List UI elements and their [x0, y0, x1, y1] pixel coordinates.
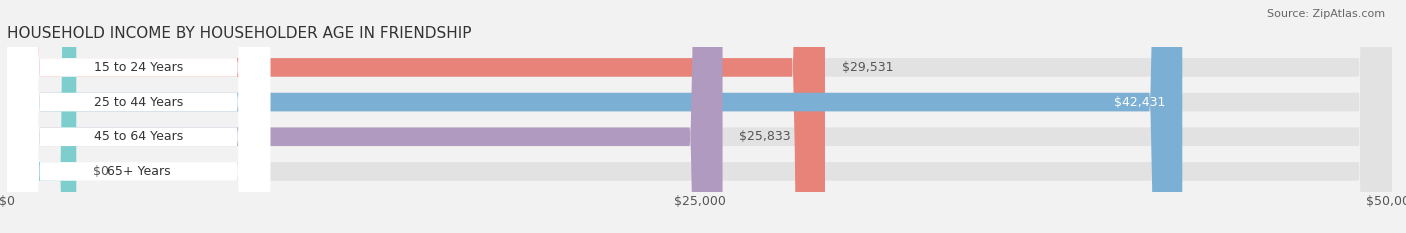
FancyBboxPatch shape	[7, 0, 270, 233]
FancyBboxPatch shape	[7, 0, 1182, 233]
FancyBboxPatch shape	[7, 0, 1392, 233]
FancyBboxPatch shape	[7, 0, 1392, 233]
FancyBboxPatch shape	[7, 0, 270, 233]
Text: $42,431: $42,431	[1115, 96, 1166, 109]
Text: HOUSEHOLD INCOME BY HOUSEHOLDER AGE IN FRIENDSHIP: HOUSEHOLD INCOME BY HOUSEHOLDER AGE IN F…	[7, 26, 471, 41]
Text: $29,531: $29,531	[842, 61, 893, 74]
FancyBboxPatch shape	[7, 0, 723, 233]
Text: 65+ Years: 65+ Years	[107, 165, 170, 178]
FancyBboxPatch shape	[7, 0, 76, 233]
Text: Source: ZipAtlas.com: Source: ZipAtlas.com	[1267, 9, 1385, 19]
FancyBboxPatch shape	[7, 0, 825, 233]
FancyBboxPatch shape	[7, 0, 1392, 233]
Text: $0: $0	[93, 165, 108, 178]
FancyBboxPatch shape	[7, 0, 270, 233]
FancyBboxPatch shape	[7, 0, 1392, 233]
Text: 45 to 64 Years: 45 to 64 Years	[94, 130, 183, 143]
FancyBboxPatch shape	[7, 0, 270, 233]
Text: 25 to 44 Years: 25 to 44 Years	[94, 96, 183, 109]
Text: $25,833: $25,833	[740, 130, 790, 143]
Text: 15 to 24 Years: 15 to 24 Years	[94, 61, 183, 74]
